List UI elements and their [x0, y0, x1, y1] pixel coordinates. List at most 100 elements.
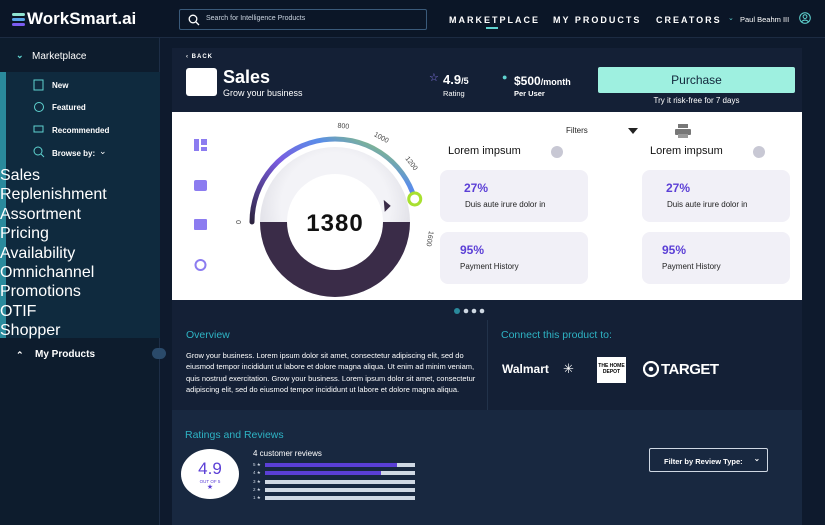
submenu: [0, 72, 160, 338]
score-badge: 4.9 OUT OF 5 ★: [181, 449, 239, 499]
dashboard-icons: [194, 139, 207, 271]
submenu-item[interactable]: Promotions: [0, 283, 81, 301]
user-icon[interactable]: [799, 12, 811, 24]
print-icon[interactable]: [675, 124, 691, 138]
score: 4.9: [198, 459, 222, 478]
price-value: $500: [514, 74, 541, 88]
logo-icon: [12, 13, 25, 26]
metric-card: [440, 232, 588, 284]
metric-value: 95%: [460, 243, 485, 257]
menu-item[interactable]: Featured: [52, 103, 86, 112]
gauge-center: [287, 174, 383, 270]
nav-link[interactable]: MARKETPLACE: [449, 15, 540, 25]
menu-item[interactable]: Browse by:: [52, 149, 96, 158]
divider: [487, 320, 488, 410]
submenu-item[interactable]: Availability: [0, 244, 76, 262]
rating-value: 4.9: [443, 72, 462, 87]
review-filter-text[interactable]: Filter by Review Type:: [664, 457, 743, 466]
bar-label: 5 ★: [253, 462, 261, 467]
menu-item[interactable]: Recommended: [52, 126, 110, 135]
target-icon: [643, 361, 659, 377]
submenu-item[interactable]: Shopper: [0, 322, 61, 340]
info-icon: [551, 146, 563, 158]
price-label: Per User: [514, 89, 545, 98]
submenu-item[interactable]: Omnichannel: [0, 264, 95, 281]
back-text[interactable]: BACK: [191, 54, 214, 60]
review-count: 4 customer reviews: [253, 449, 322, 458]
bar-label: 3 ★: [253, 478, 261, 484]
logo[interactable]: WorkSmart.ai: [27, 9, 137, 28]
metric-card: [440, 170, 588, 222]
search-icon: [188, 14, 200, 26]
bar-track: [265, 496, 415, 501]
section-title: Connect this product to:: [501, 329, 612, 341]
dropdown-arrow[interactable]: [628, 128, 638, 134]
partner-logo[interactable]: TARGET: [661, 361, 719, 378]
product-thumb: [186, 68, 217, 96]
submenu-item[interactable]: Replenishment: [0, 186, 107, 204]
walmart-spark: ✳: [563, 361, 574, 376]
chevron: ⌃: [16, 350, 24, 360]
user-name[interactable]: Paul Beahm III: [740, 15, 790, 24]
submenu-item[interactable]: Sales: [0, 167, 41, 184]
partner-logo[interactable]: THE HOME DEPOT: [597, 357, 626, 383]
metric-label: Duis aute irure dolor in: [465, 200, 546, 209]
sidebar-section[interactable]: Marketplace: [32, 51, 87, 62]
sidebar-section[interactable]: My Products: [35, 349, 96, 360]
metric-card: [642, 232, 790, 284]
back-link[interactable]: ‹ BACK: [186, 54, 214, 60]
active-bar: [0, 72, 6, 338]
gauge-tick-label: 1600: [424, 230, 434, 247]
metric-value: 27%: [666, 181, 691, 195]
search-box[interactable]: Search for Intelligence Products: [179, 9, 427, 30]
score-star: ★: [206, 484, 214, 491]
section-title: Ratings and Reviews: [185, 429, 284, 441]
bar-label: 4 ★: [253, 470, 261, 476]
nav-active: [486, 27, 498, 29]
price-unit: /month: [540, 77, 571, 87]
search-placeholder: Search for Intelligence Products: [206, 15, 306, 22]
gauge-pointer: [383, 199, 391, 212]
partner-logo[interactable]: Walmart: [502, 362, 549, 376]
review-filter[interactable]: Filter by Review Type: ⌄: [649, 448, 768, 472]
bar-label: 2 ★: [253, 486, 261, 492]
top-bar: WorkSmart.ai Search for Intelligence Pro…: [0, 0, 825, 38]
metric-label: Payment History: [662, 262, 721, 271]
product-name: Sales: [223, 67, 271, 87]
submenu-item[interactable]: Assortment: [0, 205, 81, 223]
chevron: ⌄: [16, 50, 24, 60]
nav-link[interactable]: MY PRODUCTS: [553, 15, 642, 25]
nav-link[interactable]: CREATORS: [656, 15, 722, 25]
bar-label: 1 ★: [253, 495, 261, 501]
collapse-toggle[interactable]: [152, 348, 166, 359]
gauge-tick-label: 1200: [403, 155, 418, 172]
bar-track: [265, 479, 415, 484]
gauge-tick-label: 800: [337, 123, 349, 131]
chevron: ⌄: [99, 146, 107, 156]
chevron: ⌄: [728, 15, 734, 22]
lock-icon: ●: [502, 72, 508, 82]
metric-label: Duis aute irure dolor in: [667, 200, 748, 209]
gauge: 1380 0 800 1000 1200 1600: [236, 123, 434, 297]
gauge-knob: [407, 191, 423, 207]
column-title: Lorem impsum: [650, 145, 723, 157]
dashboard: 1380 0 800 1000 1200 1600 Filters Lorem impsu…: [172, 112, 802, 300]
sidebar: ⌄ Marketplace New Featured Recommended B…: [0, 38, 166, 525]
gauge-tick-label: 1000: [372, 131, 389, 145]
submenu-item[interactable]: OTIF: [0, 302, 37, 320]
rating-unit: /5: [461, 76, 469, 86]
menu-item[interactable]: New: [52, 81, 69, 90]
price: $500/month: [514, 72, 571, 90]
metric-value: 27%: [464, 181, 489, 195]
gauge-value: 1380: [306, 210, 363, 237]
purchase-button[interactable]: Purchase: [598, 67, 795, 93]
bar-fill: [265, 471, 381, 476]
filters[interactable]: Filters: [566, 126, 588, 135]
star-icon: ☆: [429, 72, 439, 84]
metric-value: 95%: [662, 243, 687, 257]
carousel-dots[interactable]: [452, 307, 488, 315]
submenu-item[interactable]: Pricing: [0, 225, 49, 243]
menu-icons: [33, 79, 45, 158]
rating: 4.9/5: [443, 71, 469, 89]
